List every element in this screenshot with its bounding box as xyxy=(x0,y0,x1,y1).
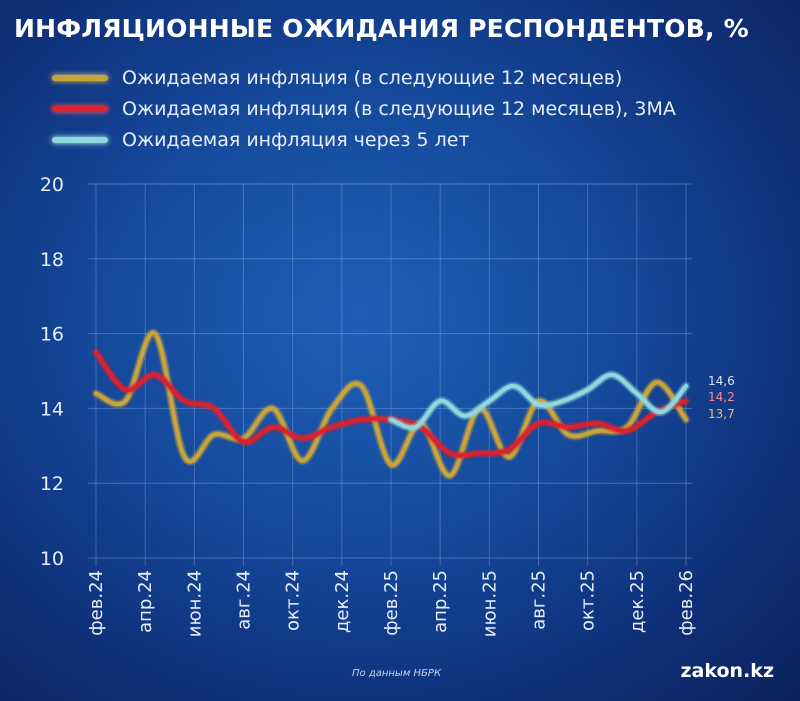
end-label-0: 14,6 xyxy=(708,374,735,388)
x-tick-дек.25: дек.25 xyxy=(627,570,648,633)
x-tick-фев.25: фев.25 xyxy=(381,570,402,636)
legend-swatch-5y xyxy=(52,136,108,143)
y-tick-16: 16 xyxy=(40,324,64,346)
x-tick-июн.25: июн.25 xyxy=(479,570,500,637)
x-tick-фев.26: фев.26 xyxy=(676,570,697,636)
x-tick-июн.24: июн.24 xyxy=(184,570,205,637)
legend-item-12m: Ожидаемая инфляция (в следующие 12 месяц… xyxy=(52,62,676,93)
legend-item-5y: Ожидаемая инфляция через 5 лет xyxy=(52,124,676,155)
legend-label-12m: Ожидаемая инфляция (в следующие 12 месяц… xyxy=(122,66,623,89)
end-label-2: 13,7 xyxy=(708,407,735,421)
y-tick-14: 14 xyxy=(40,398,64,420)
x-tick-фев.24: фев.24 xyxy=(86,570,107,636)
x-tick-дек.24: дек.24 xyxy=(332,570,353,633)
end-labels: 14,6 14,2 13,7 xyxy=(708,374,735,421)
axes: 10 12 14 16 18 20 фев.24 апр.24 июн.24 авг.24 окт.… xyxy=(40,174,697,637)
series-5y-group xyxy=(387,370,690,432)
legend-swatch-12m xyxy=(52,74,108,81)
x-tick-авг.25: авг.25 xyxy=(529,570,550,630)
legend-item-3ma: Ожидаемая инфляция (в следующие 12 месяц… xyxy=(52,93,676,124)
legend-label-3ma: Ожидаемая инфляция (в следующие 12 месяц… xyxy=(122,97,676,120)
x-tick-окт.25: окт.25 xyxy=(578,570,599,631)
x-tick-апр.24: апр.24 xyxy=(135,570,156,633)
x-tick-авг.24: авг.24 xyxy=(234,570,255,630)
source-note: По данным НБРК xyxy=(352,668,442,679)
legend: Ожидаемая инфляция (в следующие 12 месяц… xyxy=(52,62,676,155)
legend-swatch-3ma xyxy=(52,105,108,112)
x-tick-апр.25: апр.25 xyxy=(430,570,451,633)
legend-label-5y: Ожидаемая инфляция через 5 лет xyxy=(122,128,470,151)
x-tick-окт.24: окт.24 xyxy=(283,570,304,631)
grid xyxy=(88,183,692,566)
y-tick-20: 20 xyxy=(40,174,64,196)
end-label-1: 14,2 xyxy=(708,390,735,404)
y-tick-10: 10 xyxy=(40,548,64,570)
chart-title: ИНФЛЯЦИОННЫЕ ОЖИДАНИЯ РЕСПОНДЕНТОВ, % xyxy=(14,14,749,43)
y-tick-12: 12 xyxy=(40,473,64,495)
brand-logo: zakon.kz xyxy=(680,660,775,682)
y-tick-18: 18 xyxy=(40,249,64,271)
series-group xyxy=(92,328,690,480)
